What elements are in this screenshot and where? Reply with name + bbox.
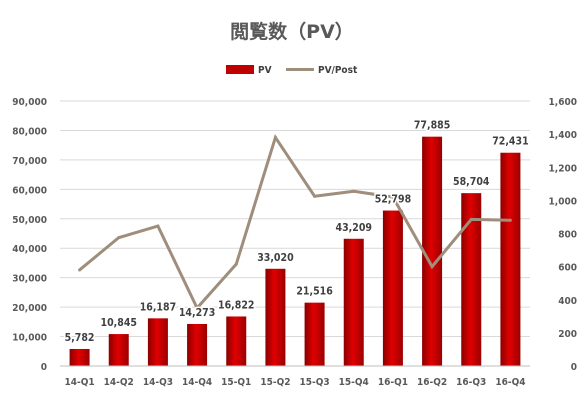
bar — [343, 238, 364, 366]
x-tick-label: 15-Q4 — [339, 377, 369, 388]
bar-series — [69, 136, 521, 366]
line-point — [313, 194, 317, 198]
axes: 0 10,000 20,000 30,000 40,000 50,000 60,000 70,… — [12, 97, 577, 388]
y-right-tick-label: 0 — [571, 362, 577, 373]
x-tick-label: 16-Q4 — [495, 377, 525, 388]
y-right-tick-label: 800 — [558, 230, 577, 241]
bar — [69, 348, 90, 366]
bar-data-label: 58,704 — [453, 176, 490, 188]
bar-data-label: 52,798 — [375, 194, 411, 206]
y-right-tick-label: 1,200 — [549, 163, 577, 174]
chart-title: 閲覧数（PV） — [230, 20, 354, 43]
line-point — [391, 195, 395, 199]
x-tick-label: 14-Q2 — [104, 377, 134, 388]
legend-label-pv-post: PV/Post — [318, 65, 358, 76]
bar — [500, 152, 521, 366]
bar — [422, 136, 443, 366]
y-left-tick-label: 0 — [41, 362, 47, 373]
bar-data-label: 72,431 — [492, 136, 528, 148]
bar-data-label: 14,273 — [179, 307, 215, 319]
legend: PV PV/Post — [226, 65, 358, 76]
x-tick-label: 16-Q2 — [417, 377, 447, 388]
line-point — [195, 306, 199, 310]
y-left-tick-label: 40,000 — [12, 244, 47, 255]
bar-data-label: 16,187 — [140, 301, 176, 313]
bar-data-label: 43,209 — [336, 222, 372, 234]
x-tick-label: 14-Q3 — [143, 377, 173, 388]
x-tick-label: 15-Q3 — [299, 377, 329, 388]
y-left-tick-label: 70,000 — [12, 156, 47, 167]
line-point — [352, 189, 356, 193]
y-right-tick-label: 1,000 — [549, 196, 577, 207]
bar — [147, 318, 168, 366]
line-point — [117, 236, 121, 240]
bar-data-label: 21,516 — [296, 286, 333, 298]
bar-data-label: 33,020 — [257, 252, 294, 264]
x-tick-label: 14-Q1 — [64, 377, 94, 388]
x-tick-label: 16-Q1 — [378, 377, 408, 388]
bar — [187, 323, 208, 366]
line-pv-post — [78, 133, 511, 311]
legend-label-pv: PV — [258, 65, 272, 76]
y-left-tick-label: 80,000 — [12, 126, 47, 137]
y-left-tick-label: 30,000 — [12, 274, 47, 285]
y-left-tick-label: 20,000 — [12, 303, 47, 314]
y-right-tick-label: 1,400 — [549, 130, 577, 141]
y-left-tick-label: 50,000 — [12, 215, 47, 226]
line-point — [430, 265, 434, 269]
line-point — [469, 217, 473, 221]
bar — [265, 268, 286, 366]
legend-swatch-pv — [226, 65, 254, 74]
bar — [108, 334, 129, 366]
y-left-tick-label: 90,000 — [12, 97, 47, 108]
line-point — [273, 135, 277, 139]
line-series — [78, 133, 512, 311]
y-right-tick-label: 1,600 — [549, 97, 577, 108]
y-left-tick-label: 10,000 — [12, 333, 47, 344]
y-right-tick-label: 200 — [558, 329, 577, 340]
bar — [461, 193, 482, 366]
x-tick-label: 15-Q1 — [221, 377, 251, 388]
y-right-tick-label: 600 — [558, 263, 577, 274]
bar — [382, 210, 403, 366]
line-point — [156, 224, 160, 228]
x-tick-label: 16-Q3 — [456, 377, 486, 388]
y-right-tick-label: 400 — [558, 296, 577, 307]
bar — [304, 302, 325, 366]
line-point — [78, 268, 82, 272]
bar-data-label: 10,845 — [101, 317, 137, 329]
gridlines — [60, 100, 530, 338]
line-point — [508, 218, 512, 222]
line-point — [234, 262, 238, 266]
bar-data-label: 16,822 — [218, 299, 254, 311]
bar-data-label: 5,782 — [65, 332, 95, 344]
y-left-tick-label: 60,000 — [12, 185, 47, 196]
x-tick-label: 14-Q4 — [182, 377, 212, 388]
bar-data-label: 77,885 — [414, 120, 450, 132]
x-tick-label: 15-Q2 — [260, 377, 290, 388]
bar — [226, 316, 247, 366]
